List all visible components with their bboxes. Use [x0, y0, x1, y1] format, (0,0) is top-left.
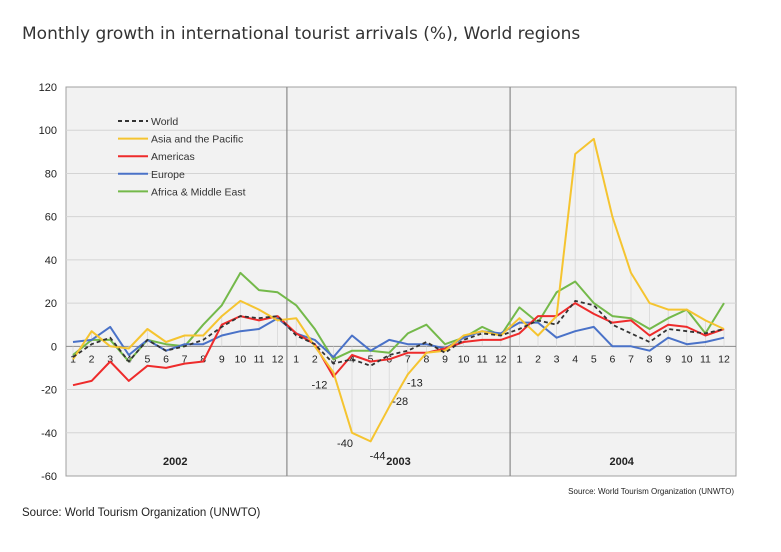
- x-tick-label: 10: [235, 353, 247, 365]
- year-label: 2004: [609, 456, 634, 468]
- x-tick-label: 11: [254, 353, 265, 365]
- x-tick-label: 1: [293, 353, 299, 365]
- y-tick-label: 120: [39, 82, 57, 94]
- data-label: -40: [337, 438, 353, 450]
- series-lines: [72, 137, 725, 443]
- x-tick-label: 2: [89, 353, 95, 365]
- legend: World Asia and the Pacific Americas Europe A…: [118, 116, 246, 198]
- x-tick-label: 2: [535, 353, 541, 365]
- x-tick-label: 1: [516, 353, 522, 365]
- x-tick-label: 7: [628, 353, 634, 365]
- series-line-europe: [72, 317, 725, 359]
- legend-label: World: [151, 116, 178, 128]
- x-tick-label: 12: [495, 353, 507, 365]
- x-tick-label: 5: [368, 353, 374, 365]
- y-tick-label: -20: [41, 385, 57, 397]
- year-separators: [286, 87, 511, 476]
- series-line-americas: [72, 302, 725, 387]
- x-tick-label: 5: [591, 353, 597, 365]
- x-tick-label: 2: [312, 353, 318, 365]
- chart-source-note: Source: World Tourism Organization (UNWT…: [568, 487, 734, 496]
- series-line-asia-and-the-pacific: [72, 137, 725, 443]
- y-tick-label: 0: [51, 341, 57, 353]
- y-axis-ticks: 120 100 80 60 40 20 0 -20 -40 -60: [39, 82, 57, 483]
- legend-label: Europe: [151, 169, 185, 181]
- x-tick-label: 9: [442, 353, 448, 365]
- x-tick-label: 11: [700, 353, 711, 365]
- legend-label: Asia and the Pacific: [151, 134, 243, 146]
- x-tick-label: 9: [219, 353, 225, 365]
- y-tick-label: 60: [45, 212, 57, 224]
- y-tick-label: -40: [41, 428, 57, 440]
- legend-label: Africa & Middle East: [151, 186, 246, 198]
- x-axis-ticks: 1 2 3 4 5 6 7 8 9 10 11 12 1 2 3 4 5 6 7 8 9 10 11 12 1 2 3 4 5 6 7 8 9 1…: [70, 353, 730, 365]
- data-label: -12: [311, 379, 327, 391]
- data-label: -28: [392, 396, 408, 408]
- x-tick-label: 8: [423, 353, 429, 365]
- y-tick-label: 100: [39, 125, 57, 137]
- x-tick-label: 9: [665, 353, 671, 365]
- year-label: 2003: [386, 456, 410, 468]
- x-tick-label: 11: [477, 353, 488, 365]
- y-tick-label: 80: [45, 168, 57, 180]
- year-labels: 2002 2003 2004: [163, 456, 635, 468]
- data-annotations: -12 -40 -44 -28 -13: [311, 377, 422, 462]
- x-tick-label: 10: [458, 353, 470, 365]
- x-tick-label: 10: [681, 353, 693, 365]
- x-tick-label: 7: [405, 353, 411, 365]
- x-tick-label: 6: [163, 353, 169, 365]
- x-tick-label: 12: [718, 353, 730, 365]
- drop-lines: [72, 138, 725, 442]
- footer-source: Source: World Tourism Organization (UNWT…: [22, 507, 261, 519]
- plot-area-background: [65, 86, 737, 477]
- x-tick-label: 6: [609, 353, 615, 365]
- x-tick-label: 3: [554, 353, 560, 365]
- legend-label: Americas: [151, 151, 195, 163]
- x-tick-label: 12: [272, 353, 284, 365]
- x-tick-label: 4: [126, 353, 132, 365]
- series-line-world: [72, 299, 725, 367]
- chart-title: Monthly growth in international tourist …: [22, 24, 581, 44]
- y-tick-label: 40: [45, 255, 57, 267]
- data-label: -44: [370, 450, 386, 462]
- x-tick-label: 8: [647, 353, 653, 365]
- x-tick-label: 5: [144, 353, 150, 365]
- y-tick-label: -60: [41, 471, 57, 483]
- year-label: 2002: [163, 456, 187, 468]
- x-tick-label: 4: [572, 353, 578, 365]
- x-tick-label: 3: [107, 353, 113, 365]
- x-tick-label: 7: [182, 353, 188, 365]
- y-tick-label: 20: [45, 298, 57, 310]
- data-label: -13: [407, 377, 423, 389]
